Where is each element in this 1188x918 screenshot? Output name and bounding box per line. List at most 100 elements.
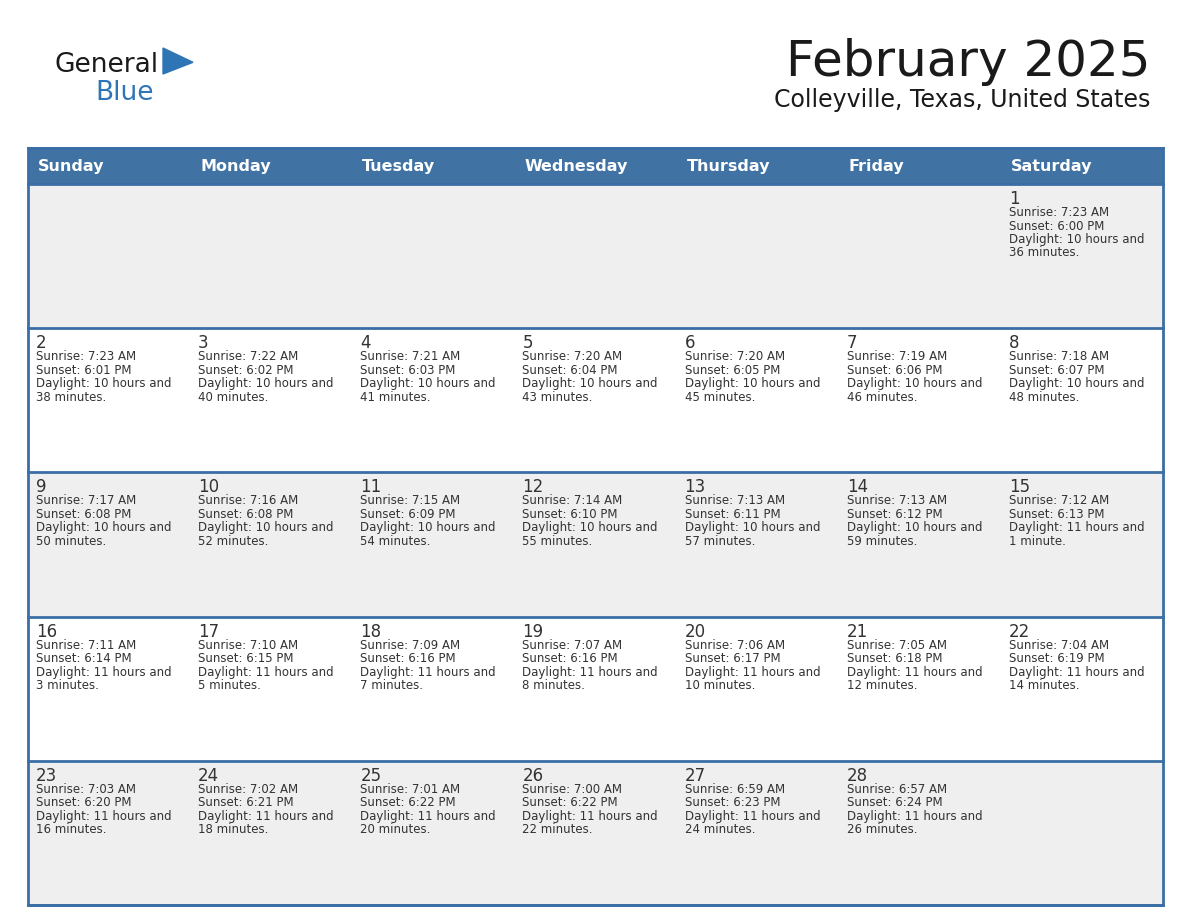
Text: Sunset: 6:11 PM: Sunset: 6:11 PM [684, 508, 781, 521]
Text: Saturday: Saturday [1011, 159, 1092, 174]
Bar [353, 329, 514, 473]
Text: Thursday: Thursday [687, 159, 770, 174]
Bar [29, 473, 190, 617]
Text: Sunrise: 6:57 AM: Sunrise: 6:57 AM [847, 783, 947, 796]
Bar [839, 761, 1000, 905]
Text: 4: 4 [360, 334, 371, 353]
Bar [353, 617, 514, 761]
Text: 54 minutes.: 54 minutes. [360, 535, 431, 548]
Text: Sunrise: 7:18 AM: Sunrise: 7:18 AM [1009, 350, 1108, 364]
Bar [677, 617, 839, 761]
Text: Sunset: 6:05 PM: Sunset: 6:05 PM [684, 364, 781, 376]
Text: Daylight: 11 hours and: Daylight: 11 hours and [198, 666, 334, 678]
Text: Sunrise: 7:13 AM: Sunrise: 7:13 AM [847, 495, 947, 508]
Polygon shape [163, 48, 192, 74]
Text: 40 minutes.: 40 minutes. [198, 391, 268, 404]
Text: 11: 11 [360, 478, 381, 497]
Bar [1000, 329, 1163, 473]
Bar [677, 329, 839, 473]
Text: 1: 1 [1009, 190, 1019, 208]
Text: Sunrise: 7:06 AM: Sunrise: 7:06 AM [684, 639, 785, 652]
Text: Sunrise: 7:13 AM: Sunrise: 7:13 AM [684, 495, 785, 508]
Text: Blue: Blue [95, 80, 153, 106]
Text: Sunset: 6:09 PM: Sunset: 6:09 PM [360, 508, 456, 521]
Text: 16 minutes.: 16 minutes. [36, 823, 107, 836]
Text: 27: 27 [684, 767, 706, 785]
Text: Daylight: 10 hours and: Daylight: 10 hours and [523, 521, 658, 534]
Text: 24: 24 [198, 767, 220, 785]
Text: Daylight: 10 hours and: Daylight: 10 hours and [360, 377, 495, 390]
Text: 10: 10 [198, 478, 220, 497]
Text: 16: 16 [36, 622, 57, 641]
Text: Sunset: 6:03 PM: Sunset: 6:03 PM [360, 364, 456, 376]
Bar [1000, 473, 1163, 617]
Text: Sunset: 6:10 PM: Sunset: 6:10 PM [523, 508, 618, 521]
Bar [353, 148, 514, 184]
Bar [839, 329, 1000, 473]
Text: Sunrise: 7:16 AM: Sunrise: 7:16 AM [198, 495, 298, 508]
Text: Sunset: 6:02 PM: Sunset: 6:02 PM [198, 364, 293, 376]
Text: 6: 6 [684, 334, 695, 353]
Bar [353, 473, 514, 617]
Text: 14 minutes.: 14 minutes. [1009, 679, 1080, 692]
Text: Sunset: 6:19 PM: Sunset: 6:19 PM [1009, 652, 1105, 666]
Bar [514, 148, 677, 184]
Text: Sunrise: 7:11 AM: Sunrise: 7:11 AM [36, 639, 137, 652]
Text: 52 minutes.: 52 minutes. [198, 535, 268, 548]
Text: 26 minutes.: 26 minutes. [847, 823, 917, 836]
Text: Daylight: 10 hours and: Daylight: 10 hours and [847, 521, 982, 534]
Text: Daylight: 11 hours and: Daylight: 11 hours and [847, 666, 982, 678]
Text: 7 minutes.: 7 minutes. [360, 679, 423, 692]
Text: Daylight: 11 hours and: Daylight: 11 hours and [684, 666, 820, 678]
Text: Sunset: 6:16 PM: Sunset: 6:16 PM [360, 652, 456, 666]
Text: 5 minutes.: 5 minutes. [198, 679, 261, 692]
Text: Sunrise: 7:00 AM: Sunrise: 7:00 AM [523, 783, 623, 796]
Text: Sunrise: 7:05 AM: Sunrise: 7:05 AM [847, 639, 947, 652]
Text: Monday: Monday [200, 159, 271, 174]
Text: Daylight: 10 hours and: Daylight: 10 hours and [684, 521, 820, 534]
Text: Sunset: 6:08 PM: Sunset: 6:08 PM [198, 508, 293, 521]
Text: 45 minutes.: 45 minutes. [684, 391, 754, 404]
Bar [1000, 148, 1163, 184]
Text: Sunset: 6:23 PM: Sunset: 6:23 PM [684, 796, 781, 810]
Bar [514, 184, 677, 329]
Text: 57 minutes.: 57 minutes. [684, 535, 754, 548]
Bar [1000, 761, 1163, 905]
Text: Sunset: 6:24 PM: Sunset: 6:24 PM [847, 796, 942, 810]
Text: 18: 18 [360, 622, 381, 641]
Text: 15: 15 [1009, 478, 1030, 497]
Text: Daylight: 11 hours and: Daylight: 11 hours and [36, 810, 171, 823]
Text: Sunrise: 7:21 AM: Sunrise: 7:21 AM [360, 350, 461, 364]
Text: February 2025: February 2025 [785, 38, 1150, 86]
Text: 55 minutes.: 55 minutes. [523, 535, 593, 548]
Text: 8 minutes.: 8 minutes. [523, 679, 586, 692]
Text: Sunset: 6:22 PM: Sunset: 6:22 PM [360, 796, 456, 810]
Text: Sunrise: 7:17 AM: Sunrise: 7:17 AM [36, 495, 137, 508]
Bar [29, 184, 190, 329]
Text: 46 minutes.: 46 minutes. [847, 391, 917, 404]
Text: Daylight: 10 hours and: Daylight: 10 hours and [847, 377, 982, 390]
Text: Sunset: 6:15 PM: Sunset: 6:15 PM [198, 652, 293, 666]
Text: Sunrise: 7:19 AM: Sunrise: 7:19 AM [847, 350, 947, 364]
Text: 22: 22 [1009, 622, 1030, 641]
Text: Daylight: 11 hours and: Daylight: 11 hours and [360, 810, 495, 823]
Bar [677, 761, 839, 905]
Text: 59 minutes.: 59 minutes. [847, 535, 917, 548]
Text: 20: 20 [684, 622, 706, 641]
Bar [514, 761, 677, 905]
Bar [677, 184, 839, 329]
Text: Sunrise: 7:10 AM: Sunrise: 7:10 AM [198, 639, 298, 652]
Text: Daylight: 11 hours and: Daylight: 11 hours and [36, 666, 171, 678]
Text: Sunrise: 7:02 AM: Sunrise: 7:02 AM [198, 783, 298, 796]
Text: 8: 8 [1009, 334, 1019, 353]
Text: Daylight: 11 hours and: Daylight: 11 hours and [684, 810, 820, 823]
Bar [190, 329, 353, 473]
Text: Sunset: 6:04 PM: Sunset: 6:04 PM [523, 364, 618, 376]
Text: 38 minutes.: 38 minutes. [36, 391, 106, 404]
Text: Sunset: 6:06 PM: Sunset: 6:06 PM [847, 364, 942, 376]
Text: Sunrise: 7:15 AM: Sunrise: 7:15 AM [360, 495, 461, 508]
Text: Sunset: 6:08 PM: Sunset: 6:08 PM [36, 508, 132, 521]
Text: Daylight: 11 hours and: Daylight: 11 hours and [1009, 666, 1144, 678]
Text: 43 minutes.: 43 minutes. [523, 391, 593, 404]
Bar [29, 761, 190, 905]
